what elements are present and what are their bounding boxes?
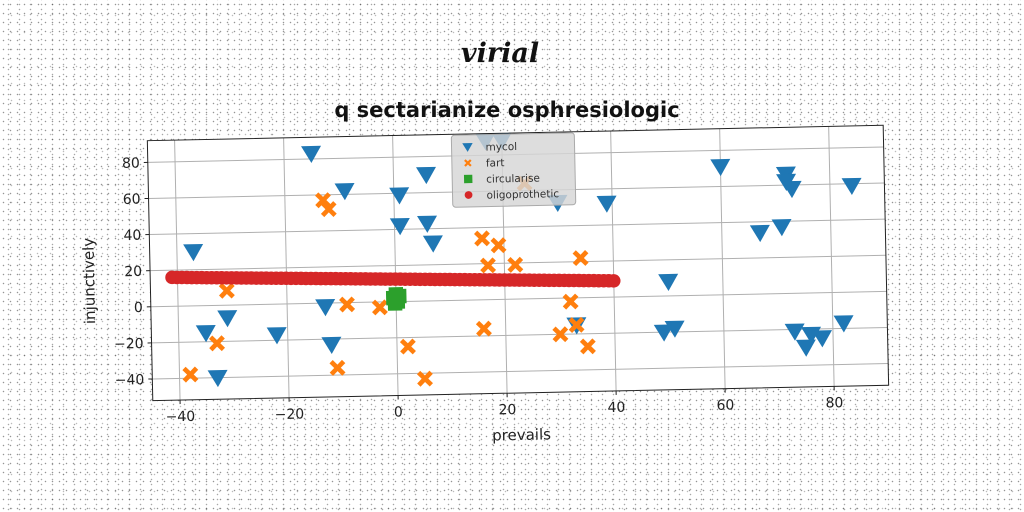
data-point <box>607 274 621 288</box>
data-point <box>475 320 492 337</box>
data-point <box>658 273 679 291</box>
data-point <box>218 282 235 299</box>
legend-label-mycol: mycol <box>485 141 517 154</box>
y-axis-label: injunctively <box>79 237 99 324</box>
data-point <box>795 339 816 357</box>
y-grid-line <box>150 290 887 308</box>
data-point <box>315 192 332 209</box>
data-point <box>321 336 342 355</box>
data-point <box>653 324 674 342</box>
y-grid-line <box>149 218 886 236</box>
data-point <box>507 256 524 273</box>
data-point <box>771 219 792 237</box>
data-point <box>812 330 833 348</box>
y-tick-label: −20 <box>114 336 144 353</box>
x-tick-label: −40 <box>165 409 195 426</box>
y-tick-label: 40 <box>123 228 141 244</box>
data-point <box>416 370 433 387</box>
data-point <box>195 324 216 343</box>
data-point <box>334 183 355 201</box>
legend-marker-fart <box>464 159 472 167</box>
legend-label-fart: fart <box>486 157 505 169</box>
data-point <box>217 310 238 328</box>
data-point <box>371 299 388 316</box>
x-tick-label: 40 <box>607 400 625 416</box>
data-point <box>480 257 497 274</box>
legend-marker-circularise <box>463 174 473 184</box>
legend-label-oligoprothetic: oligoprothetic <box>486 188 559 202</box>
x-tick-label: 0 <box>394 404 403 420</box>
data-point <box>183 243 204 262</box>
data-point <box>710 158 731 177</box>
data-point <box>781 180 802 199</box>
y-tick-label: 0 <box>134 300 143 316</box>
y-grid-line <box>151 326 888 344</box>
data-point <box>182 366 199 383</box>
legend-box <box>450 132 577 208</box>
data-point <box>417 215 438 233</box>
data-point <box>490 237 507 254</box>
data-point <box>552 326 569 343</box>
data-point <box>320 201 337 218</box>
x-tick-label: 20 <box>498 402 516 418</box>
data-point <box>833 315 854 333</box>
series-oligoprothetic <box>165 270 621 288</box>
data-point <box>389 217 410 236</box>
data-point <box>572 250 589 267</box>
data-point <box>339 296 356 313</box>
data-point <box>749 224 770 243</box>
y-tick-label: 80 <box>122 156 140 172</box>
legend-marker-oligoprothetic <box>464 191 473 199</box>
data-point <box>415 166 436 185</box>
tick-labels: −40 −20 0 20 40 60 80 −40 −20 0 20 40 60 80 <box>114 156 844 426</box>
data-point <box>474 230 491 247</box>
y-tick-label: 60 <box>123 192 141 208</box>
x-tick-label: 60 <box>716 397 734 413</box>
data-point <box>579 338 596 355</box>
chart-title: q sectarianize osphresiologic <box>334 98 679 122</box>
data-point <box>389 187 410 205</box>
data-point <box>596 195 617 213</box>
data-point <box>664 320 685 338</box>
x-axis-label: prevails <box>492 425 551 444</box>
data-point <box>315 299 336 317</box>
data-point <box>329 359 346 376</box>
data-point <box>209 335 226 352</box>
legend: mycol fart circularise oligoprothetic <box>450 132 577 208</box>
x-tick-label: −20 <box>274 406 304 423</box>
data-point <box>207 369 228 388</box>
x-tick-label: 80 <box>825 395 843 411</box>
y-tick-label: 20 <box>124 264 142 280</box>
chart-suptitle: virial <box>461 38 539 69</box>
data-point <box>266 327 287 345</box>
data-point <box>568 316 585 333</box>
data-marks <box>165 132 862 388</box>
grid-lines <box>147 126 889 401</box>
y-grid-line <box>152 363 889 380</box>
y-tick-label: −40 <box>115 372 145 389</box>
series-circularise <box>385 287 407 311</box>
data-point <box>841 177 862 196</box>
data-point <box>562 293 579 310</box>
legend-label-circularise: circularise <box>486 172 540 185</box>
data-point <box>422 235 443 253</box>
data-point <box>399 338 416 355</box>
data-point <box>391 288 407 304</box>
series-fart <box>182 175 596 387</box>
data-point <box>784 323 805 341</box>
legend-marker-mycol <box>462 142 473 152</box>
data-point <box>301 145 322 164</box>
